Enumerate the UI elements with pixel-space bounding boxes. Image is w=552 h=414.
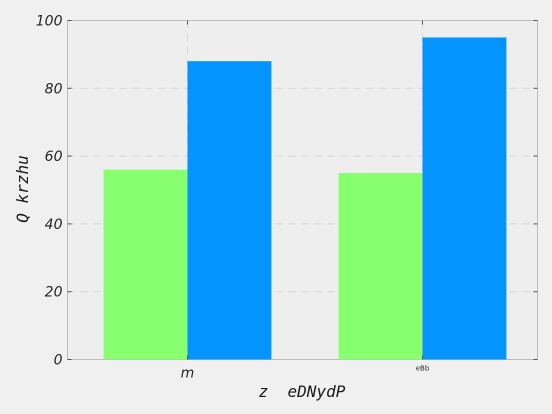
bars: [103, 37, 507, 360]
x-tick-label: m: [181, 366, 195, 382]
y-tick-label: 80: [45, 81, 63, 97]
y-axis-label: Q krzhu: [13, 155, 32, 222]
x-axis-label: z eDNydP: [259, 382, 346, 401]
y-tick-label: 60: [45, 149, 63, 165]
bar-eBb-series-1: [338, 173, 423, 360]
bar-m-series-2: [187, 61, 272, 360]
axis-ticks: 0 20 40 60 80 100 m eBb: [36, 14, 538, 382]
y-tick-label: 0: [54, 353, 63, 369]
y-tick-label: 100: [36, 14, 63, 30]
bar-m-series-1: [103, 169, 188, 360]
bar-eBb-series-2: [422, 37, 507, 360]
y-tick-label: 40: [45, 217, 63, 233]
y-tick-label: 20: [45, 285, 63, 301]
x-tick-label: eBb: [416, 365, 430, 373]
